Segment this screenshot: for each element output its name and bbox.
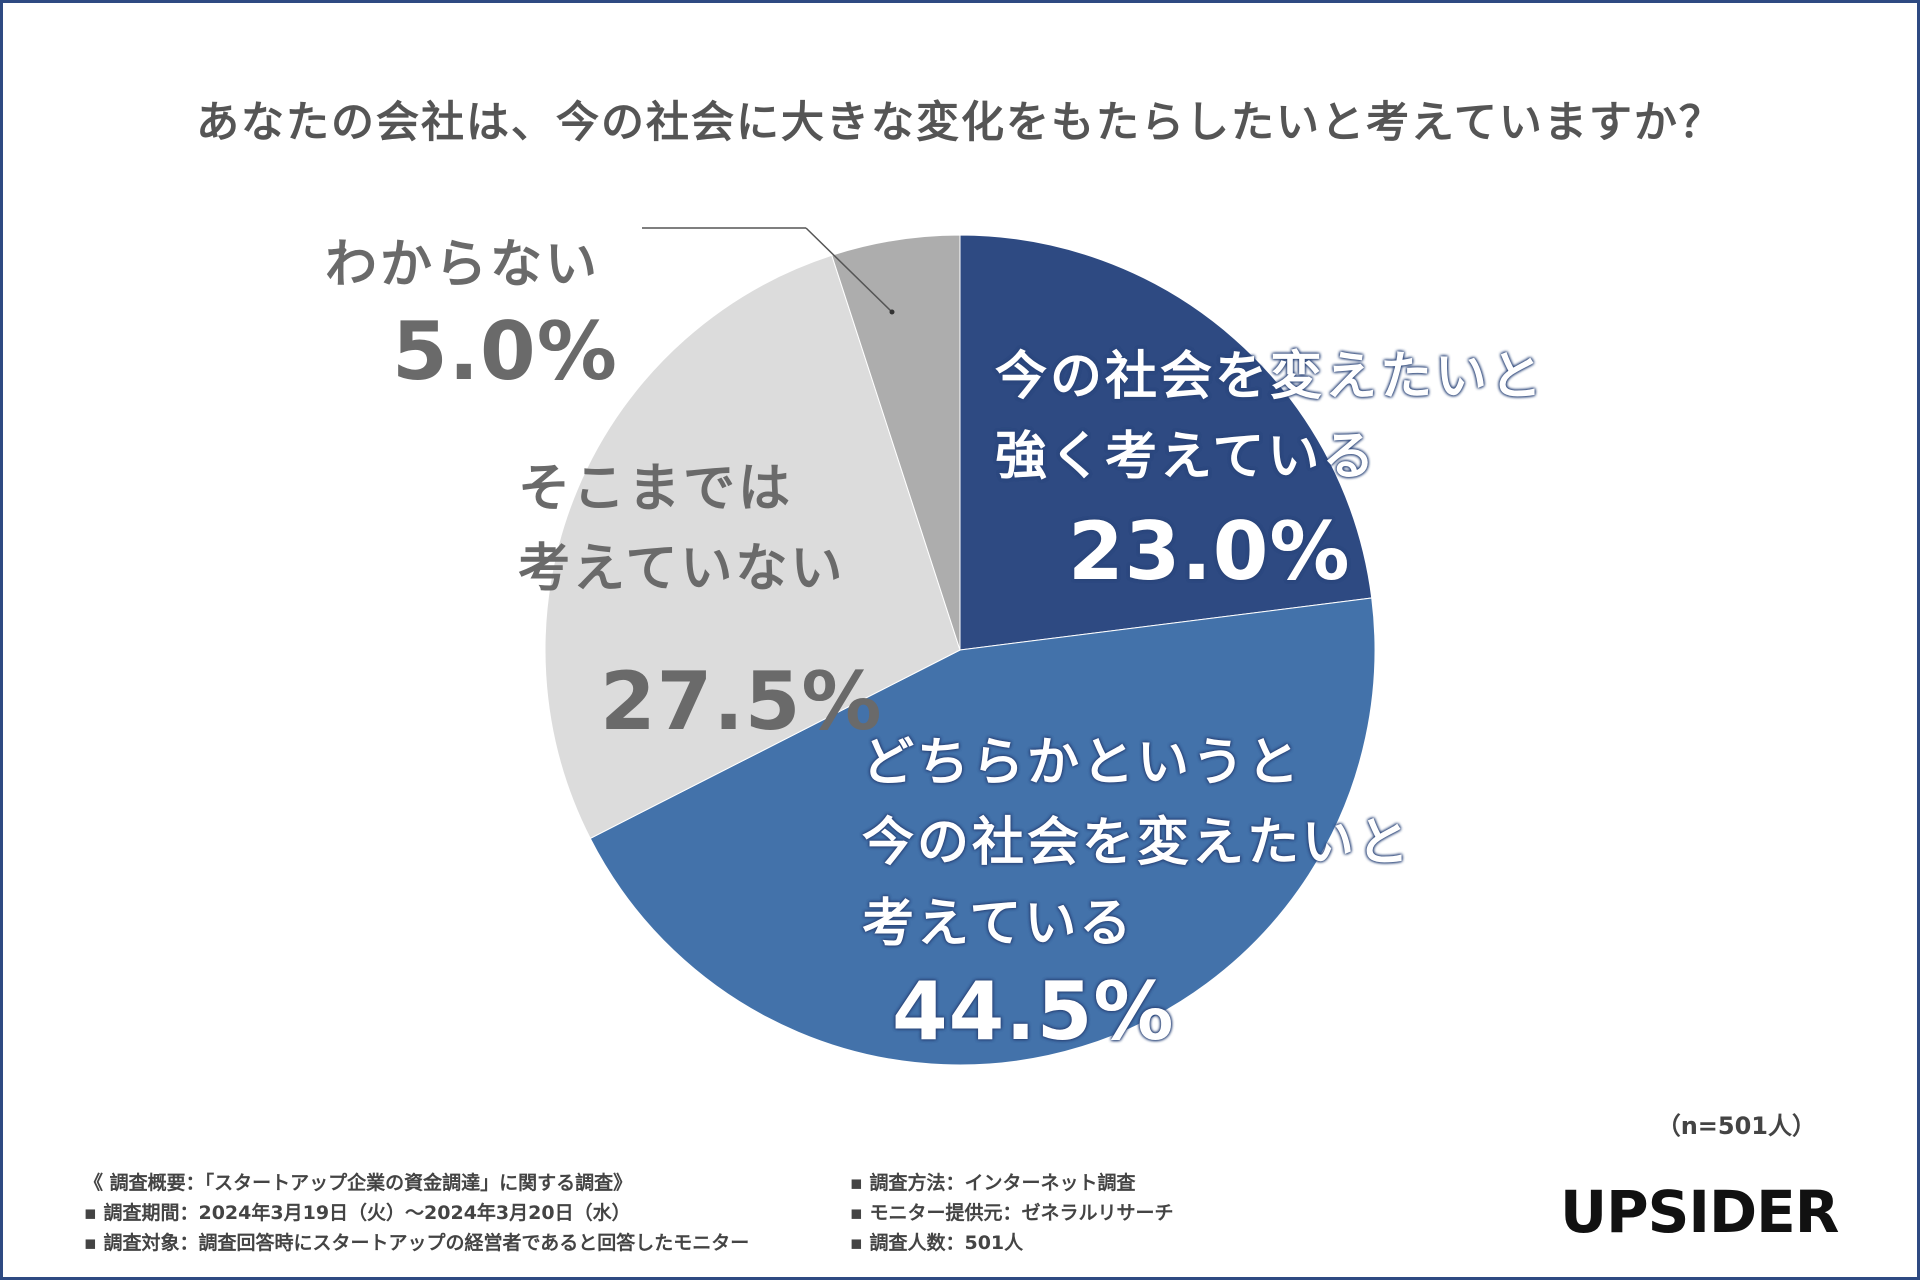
chart-title: あなたの会社は、今の社会に大きな変化をもたらしたいと考えていますか？ bbox=[196, 98, 1724, 148]
slice-label-unknown-text: わからない bbox=[325, 234, 601, 295]
slice-value-strongly: 23.0% bbox=[1068, 505, 1351, 598]
pie-slice-not-much bbox=[544, 254, 961, 840]
slice-label-not-much: そこまでは 考えていない bbox=[518, 424, 845, 635]
pie-slice-unknown bbox=[831, 234, 961, 651]
survey-provider: ▪ モニター提供元：ゼネラルリサーチ bbox=[850, 1202, 1174, 1224]
slice-label-not-much-text: そこまでは 考えていない bbox=[518, 458, 846, 600]
pie-slice-somewhat bbox=[589, 597, 1376, 1066]
leader-dot bbox=[889, 309, 895, 315]
survey-method: ▪ 調査方法：インターネット調査 bbox=[850, 1172, 1136, 1194]
survey-count: ▪ 調査人数：501人 bbox=[850, 1232, 1024, 1254]
survey-target: ▪ 調査対象：調査回答時にスタートアップの経営者であると回答したモニター bbox=[84, 1232, 750, 1254]
slice-value-not-much: 27.5% bbox=[600, 655, 883, 748]
leader-line bbox=[805, 227, 893, 313]
pie-slice-strongly bbox=[959, 234, 1373, 651]
survey-overview-right: ▪ 調査方法：インターネット調査 ▪ モニター提供元：ゼネラルリサーチ ▪ 調査… bbox=[850, 1168, 1174, 1258]
slice-label-somewhat: どちらかというと 今の社会を変えたいと 考えている bbox=[862, 698, 1412, 989]
survey-period: ▪ 調査期間：2024年3月19日（火）～2024年3月20日（水） bbox=[84, 1202, 631, 1224]
slice-value-somewhat: 44.5% bbox=[892, 965, 1175, 1058]
upsider-logo: UPSIDER bbox=[1560, 1178, 1839, 1246]
slice-value-unknown: 5.0% bbox=[392, 305, 618, 398]
sample-size-note: （n=501人） bbox=[1656, 1112, 1816, 1140]
slice-label-somewhat-text: どちらかというと 今の社会を変えたいと 考えている bbox=[862, 732, 1413, 954]
survey-overview-left: 《 調査概要：「スタートアップ企業の資金調達」に関する調査》 ▪ 調査期間：20… bbox=[84, 1168, 749, 1258]
slice-label-strongly-text: 今の社会を変えたいと 強く考えている bbox=[995, 346, 1546, 488]
slice-label-unknown: わからない bbox=[325, 200, 600, 330]
survey-overview: 《 調査概要：「スタートアップ企業の資金調達」に関する調査》 bbox=[84, 1172, 633, 1194]
slice-label-strongly: 今の社会を変えたいと 強く考えている bbox=[995, 312, 1545, 523]
